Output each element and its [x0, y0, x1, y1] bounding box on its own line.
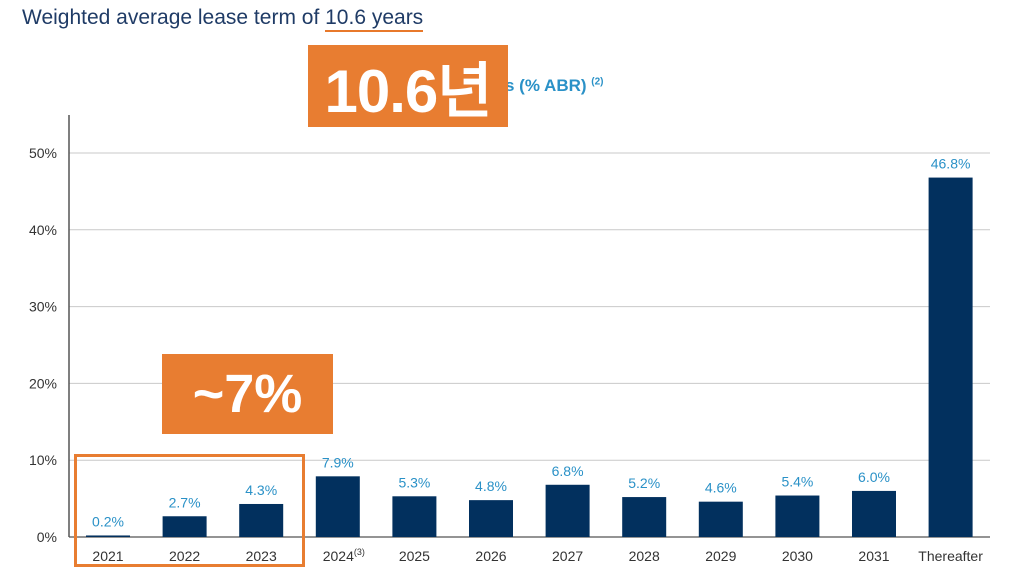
bar: [852, 490, 896, 537]
y-tick-label: 20%: [29, 375, 57, 391]
bar: [469, 500, 513, 537]
headline-value: 10.6 years: [325, 6, 424, 32]
data-label: 5.3%: [398, 474, 430, 490]
y-tick-label: 0%: [37, 529, 57, 545]
category-label: 2023: [246, 548, 277, 564]
y-tick-label: 50%: [29, 145, 57, 161]
y-tick-label: 30%: [29, 299, 57, 315]
data-label: 4.3%: [245, 482, 277, 498]
near-term-expiry-callout: ~7%: [162, 354, 333, 434]
chart-subtitle: s (% ABR) (2): [505, 76, 604, 96]
y-tick-label: 10%: [29, 452, 57, 468]
category-label: 2027: [552, 548, 583, 564]
data-label: 6.8%: [552, 463, 584, 479]
data-label: 0.2%: [92, 513, 124, 529]
bar: [622, 497, 667, 537]
y-tick-label: 40%: [29, 222, 57, 238]
category-label: 2025: [399, 548, 430, 564]
category-label: 2031: [858, 548, 889, 564]
data-label: 4.8%: [475, 478, 507, 494]
data-label: 4.6%: [705, 480, 737, 496]
bar: [392, 496, 437, 537]
bar: [239, 503, 284, 537]
data-label: 2.7%: [169, 494, 201, 510]
category-label: 2028: [629, 548, 660, 564]
category-label: 2026: [475, 548, 506, 564]
category-footnote: (3): [354, 547, 365, 557]
category-label: 2022: [169, 548, 200, 564]
data-label: 7.9%: [322, 454, 354, 470]
chart-subtitle-text: s (% ABR): [505, 76, 587, 95]
data-label: 6.0%: [858, 469, 890, 485]
category-label: 2021: [92, 548, 123, 564]
category-label: 2030: [782, 548, 813, 564]
bar: [775, 495, 820, 537]
data-label: 5.4%: [781, 474, 813, 490]
bar: [698, 501, 743, 537]
headline-prefix: Weighted average lease term of: [22, 6, 326, 29]
bar: [928, 177, 973, 538]
highlight-box: [74, 454, 305, 567]
data-label: 5.2%: [628, 475, 660, 491]
bar: [162, 516, 207, 537]
bar: [545, 484, 590, 537]
lease-term-callout: 10.6년: [308, 45, 508, 127]
data-label: 46.8%: [931, 156, 971, 172]
category-label: 2024(3): [323, 547, 365, 564]
chart-subtitle-footnote: (2): [591, 76, 604, 88]
category-label: 2029: [705, 548, 736, 564]
category-label: Thereafter: [918, 548, 983, 564]
bar: [315, 476, 360, 537]
headline: Weighted average lease term of 10.6 year…: [22, 6, 424, 32]
bar: [86, 535, 130, 537]
